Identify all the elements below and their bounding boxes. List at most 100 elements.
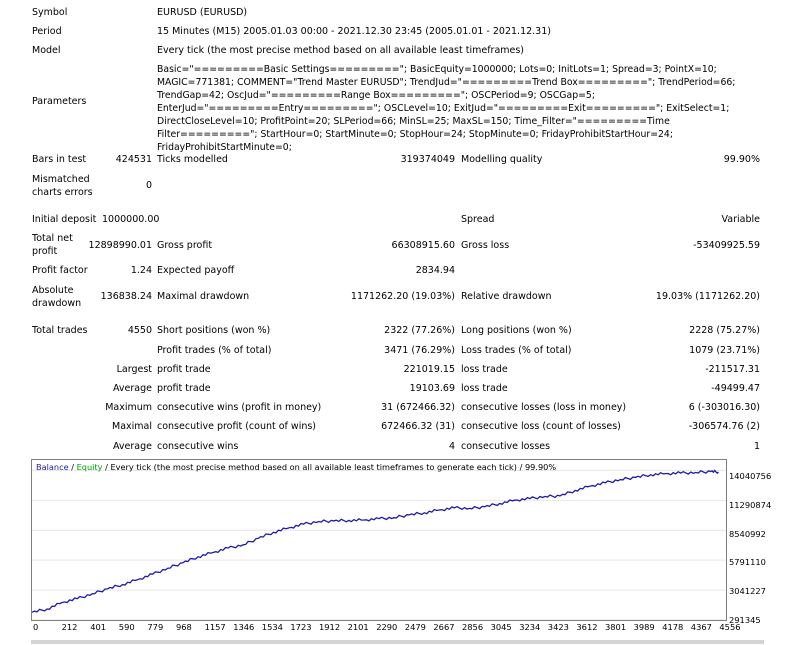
- rel-dd-label: Relative drawdown: [461, 291, 552, 302]
- quality-value: 99.90%: [723, 154, 760, 165]
- initial-deposit-value: 1000000.00: [102, 214, 160, 225]
- max-cons-losses-value: 6 (-303016.30): [688, 402, 760, 413]
- bars-value: 424531: [115, 154, 152, 165]
- abs-dd-value: 136838.24: [100, 291, 152, 302]
- parameters-label: Parameters: [32, 96, 87, 107]
- gross-profit-label: Gross profit: [157, 240, 213, 251]
- quality-label: Modelling quality: [461, 154, 543, 165]
- average2-label: Average: [112, 441, 152, 452]
- x-tick-label: 2101: [347, 622, 369, 632]
- short-label: Short positions (won %): [157, 325, 271, 336]
- largest-loss-label: loss trade: [461, 364, 508, 375]
- average-label: Average: [112, 383, 152, 394]
- average-profit-value: 19103.69: [409, 383, 455, 394]
- x-tick-label: 4556: [719, 622, 741, 632]
- abs-dd-label-2: drawdown: [32, 298, 82, 309]
- horizontal-scrollbar[interactable]: [31, 640, 764, 644]
- avg-cons-losses-value: 1: [753, 441, 760, 452]
- x-tick-label: 1534: [261, 622, 283, 632]
- x-tick-label: 3045: [490, 622, 512, 632]
- gross-loss-value: -53409925.59: [693, 240, 760, 251]
- balance-chart-svg: [32, 469, 726, 620]
- initial-deposit-label: Initial deposit: [32, 214, 97, 225]
- maximal-cons-loss-value: -306574.76 (2): [688, 421, 760, 432]
- expected-payoff-value: 2834.94: [415, 265, 455, 276]
- period-value: 15 Minutes (M15) 2005.01.03 00:00 - 2021…: [157, 26, 551, 37]
- total-net-label-2: profit: [32, 246, 58, 257]
- total-net-label-1: Total net: [32, 233, 73, 244]
- ticks-value: 319374049: [400, 154, 455, 165]
- profit-trades-value: 3471 (76.29%): [384, 345, 455, 356]
- gross-loss-label: Gross loss: [461, 240, 510, 251]
- avg-cons-losses-label: consecutive losses: [461, 441, 551, 452]
- series-line-balance: [32, 469, 719, 613]
- profit-factor-value: 1.24: [130, 265, 152, 276]
- max-dd-value: 1171262.20 (19.03%): [350, 291, 455, 302]
- x-tick-label: 779: [147, 622, 164, 632]
- chart-title-sep: /: [68, 462, 77, 472]
- x-tick-label: 4178: [662, 622, 684, 632]
- total-net-value: 12898990.01: [88, 240, 152, 251]
- largest-profit-label: profit trade: [157, 364, 211, 375]
- mismatch-value: 0: [145, 180, 152, 191]
- total-trades-value: 4550: [127, 325, 152, 336]
- expected-payoff-label: Expected payoff: [157, 265, 235, 276]
- x-tick-label: 401: [90, 622, 107, 632]
- x-tick-label: 3989: [633, 622, 655, 632]
- ticks-label: Ticks modelled: [157, 154, 228, 165]
- balance-chart: Balance / Equity / Every tick (the most …: [31, 459, 727, 621]
- x-tick-label: 1723: [290, 622, 312, 632]
- maximal-cons-loss-label: consecutive loss (count of losses): [461, 421, 621, 432]
- y-tick-label: 5791110: [729, 557, 766, 567]
- y-tick-label: 14040756: [729, 471, 772, 481]
- x-tick-label: 1157: [204, 622, 226, 632]
- mismatch-label-2: charts errors: [32, 187, 93, 198]
- max-cons-wins-value: 31 (672466.32): [381, 402, 455, 413]
- x-tick-label: 3234: [519, 622, 541, 632]
- x-tick-label: 0: [33, 622, 39, 632]
- loss-trades-value: 1079 (23.71%): [689, 345, 760, 356]
- avg-cons-wins-label: consecutive wins: [157, 441, 239, 452]
- x-tick-label: 590: [118, 622, 135, 632]
- x-tick-label: 2856: [462, 622, 484, 632]
- symbol-value: EURUSD (EURUSD): [157, 7, 248, 18]
- mismatch-label-1: Mismatched: [32, 174, 90, 185]
- bars-label: Bars in test: [32, 154, 87, 165]
- average-loss-value: -49499.47: [711, 383, 760, 394]
- x-tick-label: 212: [61, 622, 78, 632]
- chart-title-rest: / Every tick (the most precise method ba…: [102, 462, 557, 472]
- spread-value: Variable: [721, 214, 760, 225]
- y-tick-label: 3041227: [729, 586, 766, 596]
- x-tick-label: 3423: [547, 622, 569, 632]
- y-tick-label: 11290874: [729, 500, 772, 510]
- maximal-cons-profit-value: 672466.32 (31): [381, 421, 455, 432]
- max-dd-label: Maximal drawdown: [157, 291, 250, 302]
- average-profit-label: profit trade: [157, 383, 211, 394]
- symbol-label: Symbol: [32, 7, 68, 18]
- long-value: 2228 (75.27%): [689, 325, 760, 336]
- x-tick-label: 3801: [605, 622, 627, 632]
- chart-title-equity: Equity: [76, 462, 103, 472]
- avg-cons-wins-value: 4: [448, 441, 455, 452]
- x-tick-label: 2290: [376, 622, 398, 632]
- period-label: Period: [32, 26, 62, 37]
- y-tick-label: 291345: [729, 615, 761, 625]
- largest-loss-value: -211517.31: [705, 364, 760, 375]
- x-tick-label: 4367: [690, 622, 712, 632]
- rel-dd-value: 19.03% (1171262.20): [655, 291, 760, 302]
- x-tick-label: 3612: [576, 622, 598, 632]
- loss-trades-label: Loss trades (% of total): [461, 345, 572, 356]
- profit-trades-label: Profit trades (% of total): [157, 345, 272, 356]
- total-trades-label: Total trades: [32, 325, 88, 336]
- abs-dd-label-1: Absolute: [32, 285, 74, 296]
- x-tick-label: 1912: [319, 622, 341, 632]
- chart-title: Balance / Equity / Every tick (the most …: [36, 462, 556, 472]
- maximal-cons-profit-label: consecutive profit (count of wins): [157, 421, 317, 432]
- short-value: 2322 (77.26%): [384, 325, 455, 336]
- maximum-label: Maximum: [105, 402, 152, 413]
- x-tick-label: 2667: [433, 622, 455, 632]
- average-loss-label: loss trade: [461, 383, 508, 394]
- model-value: Every tick (the most precise method base…: [157, 45, 525, 56]
- gross-profit-value: 66308915.60: [391, 240, 455, 251]
- max-cons-losses-label: consecutive losses (loss in money): [461, 402, 627, 413]
